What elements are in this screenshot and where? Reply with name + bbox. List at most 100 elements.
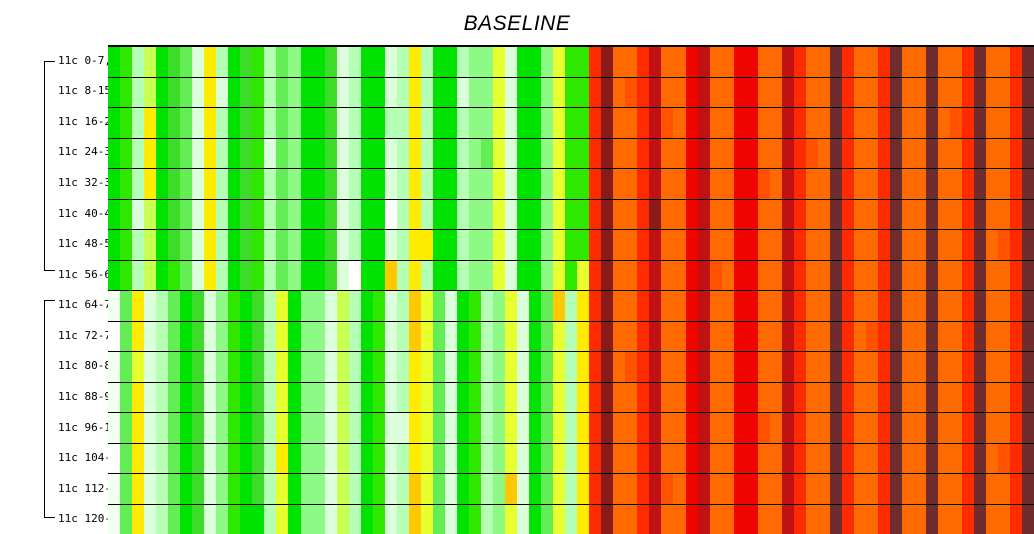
- heatmap-cell: [865, 474, 878, 504]
- heatmap-cell: [890, 47, 903, 77]
- heatmap-cell: [625, 199, 638, 229]
- heatmap-cell: [878, 321, 891, 351]
- heatmap-cell: [950, 77, 963, 107]
- heatmap-cell: [950, 413, 963, 443]
- heatmap-cell: [480, 474, 493, 504]
- heatmap-cell: [721, 413, 734, 443]
- heatmap-cell: [613, 382, 626, 412]
- heatmap-cell: [348, 504, 361, 534]
- heatmap-cell: [264, 260, 277, 290]
- heatmap-cell: [709, 199, 722, 229]
- heatmap-cell: [312, 382, 325, 412]
- heatmap-cell: [685, 291, 698, 321]
- heatmap-cell: [926, 77, 939, 107]
- heatmap-cell: [613, 77, 626, 107]
- heatmap-cell: [1022, 47, 1034, 77]
- heatmap-cell: [396, 260, 409, 290]
- heatmap-cell: [120, 230, 133, 260]
- heatmap-cell: [336, 443, 349, 473]
- heatmap-cell: [408, 230, 421, 260]
- heatmap-cell: [625, 321, 638, 351]
- heatmap-cell: [709, 169, 722, 199]
- heatmap-cell: [938, 474, 951, 504]
- heatmap-cell: [456, 443, 469, 473]
- heatmap-cell: [288, 413, 301, 443]
- heatmap-cell: [721, 504, 734, 534]
- heatmap-cell: [793, 291, 806, 321]
- heatmap-cell: [168, 474, 181, 504]
- heatmap-cell: [444, 77, 457, 107]
- heatmap-cell: [444, 474, 457, 504]
- heatmap-cell: [757, 352, 770, 382]
- heatmap-cell: [649, 382, 662, 412]
- heatmap-cell: [565, 169, 578, 199]
- heatmap-cell: [360, 443, 373, 473]
- heatmap-cell: [288, 474, 301, 504]
- heatmap-cell: [276, 260, 289, 290]
- heatmap-cell: [649, 352, 662, 382]
- heatmap-cell: [805, 504, 818, 534]
- heatmap-cell: [637, 169, 650, 199]
- heatmap-row-15: [108, 504, 1034, 534]
- heatmap-cell: [204, 291, 217, 321]
- heatmap-cell: [168, 199, 181, 229]
- heatmap-cell: [589, 321, 602, 351]
- heatmap-cell: [625, 413, 638, 443]
- heatmap-cell: [312, 474, 325, 504]
- heatmap-cell: [829, 138, 842, 168]
- heatmap-cell: [240, 352, 253, 382]
- heatmap-cell: [914, 382, 927, 412]
- heatmap-cell: [408, 474, 421, 504]
- heatmap-cell: [240, 291, 253, 321]
- heatmap-cell: [757, 199, 770, 229]
- heatmap-cell: [673, 352, 686, 382]
- heatmap-cell: [444, 504, 457, 534]
- heatmap-cell: [769, 47, 782, 77]
- heatmap-cell: [577, 199, 590, 229]
- heatmap-cell: [144, 382, 157, 412]
- heatmap-cell: [264, 443, 277, 473]
- heatmap-cell: [480, 413, 493, 443]
- heatmap-cell: [829, 199, 842, 229]
- heatmap-cell: [817, 443, 830, 473]
- heatmap-cell: [553, 199, 566, 229]
- heatmap-cell: [529, 474, 542, 504]
- heatmap-cell: [372, 47, 385, 77]
- heatmap-cell: [589, 230, 602, 260]
- heatmap-cell: [456, 504, 469, 534]
- heatmap-cell: [673, 169, 686, 199]
- heatmap-cell: [613, 230, 626, 260]
- heatmap-cell: [661, 108, 674, 138]
- heatmap-cell: [108, 230, 121, 260]
- heatmap-cell: [1010, 413, 1023, 443]
- heatmap-cell: [324, 352, 337, 382]
- heatmap-cell: [517, 474, 530, 504]
- heatmap-cell: [312, 199, 325, 229]
- heatmap-cell: [878, 230, 891, 260]
- heatmap-row-7: [108, 260, 1034, 291]
- heatmap-cell: [312, 504, 325, 534]
- heatmap-cell: [432, 169, 445, 199]
- heatmap-cell: [1022, 382, 1034, 412]
- heatmap-cell: [649, 504, 662, 534]
- heatmap-cell: [926, 443, 939, 473]
- heatmap-cell: [890, 474, 903, 504]
- heatmap-cell: [998, 77, 1011, 107]
- heatmap-cell: [613, 474, 626, 504]
- heatmap-cell: [300, 504, 313, 534]
- heatmap-cell: [240, 504, 253, 534]
- heatmap-cell: [721, 138, 734, 168]
- heatmap-cell: [432, 321, 445, 351]
- heatmap-cell: [757, 47, 770, 77]
- heatmap-cell: [781, 321, 794, 351]
- heatmap-cell: [396, 474, 409, 504]
- heatmap-cell: [180, 199, 193, 229]
- heatmap-cell: [120, 321, 133, 351]
- heatmap-cell: [685, 230, 698, 260]
- heatmap-cell: [697, 504, 710, 534]
- heatmap-cell: [372, 382, 385, 412]
- heatmap-cell: [902, 47, 915, 77]
- heatmap-cell: [902, 138, 915, 168]
- heatmap-cell: [312, 47, 325, 77]
- heatmap-cell: [841, 321, 854, 351]
